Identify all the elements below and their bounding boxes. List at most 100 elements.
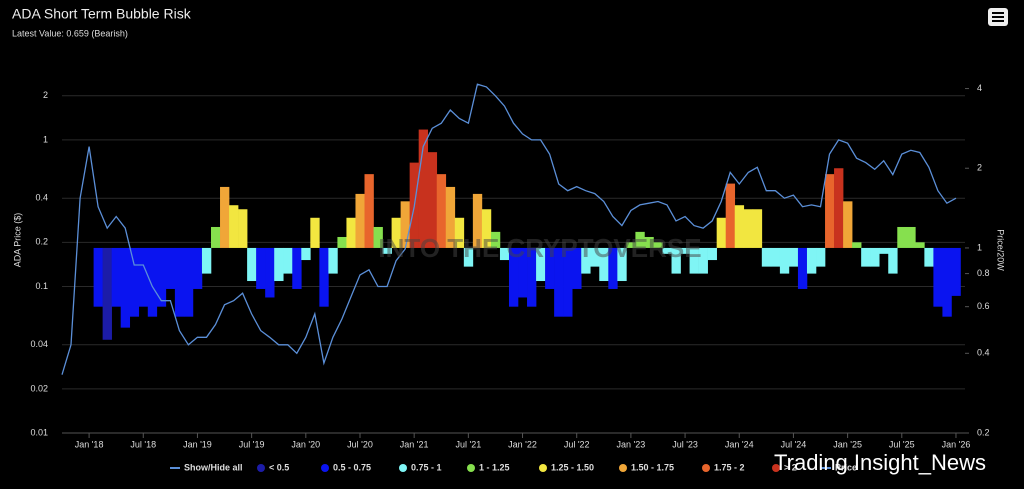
y2-tick-label: 0.8 xyxy=(977,268,990,278)
legend-item[interactable]: < 0.5 xyxy=(257,462,289,472)
bar xyxy=(545,247,555,289)
y2-tick-label: 2 xyxy=(977,163,982,173)
legend-label[interactable]: 1.25 - 1.50 xyxy=(551,462,594,472)
bar xyxy=(301,247,311,261)
bar xyxy=(843,201,853,248)
x-tick-label: Jan '20 xyxy=(291,439,320,449)
bar xyxy=(391,217,401,248)
bar xyxy=(292,247,302,289)
bar xyxy=(725,183,736,248)
price-line xyxy=(61,83,957,375)
x-tick-label: Jul '19 xyxy=(239,439,265,449)
legend-item[interactable]: 1.75 - 2 xyxy=(702,462,745,472)
y2-tick-label: 1 xyxy=(977,242,982,252)
bar xyxy=(834,168,844,248)
legend-swatch xyxy=(702,464,710,472)
bar xyxy=(481,209,492,248)
legend-label[interactable]: Price xyxy=(835,462,857,472)
bar xyxy=(680,247,690,254)
chart-subtitle: Latest Value: 0.659 (Bearish) xyxy=(12,28,128,38)
legend-item[interactable]: Show/Hide all xyxy=(170,462,243,472)
bar xyxy=(888,247,898,274)
bar xyxy=(653,242,663,248)
legend-item[interactable]: Price xyxy=(821,462,857,472)
bar xyxy=(635,231,645,248)
bar xyxy=(879,247,889,254)
legend-label[interactable]: 1.75 - 2 xyxy=(714,462,745,472)
bar xyxy=(400,201,410,248)
bar xyxy=(229,205,239,248)
bar xyxy=(797,247,808,289)
bar xyxy=(138,247,149,307)
legend-item[interactable]: 1.25 - 1.50 xyxy=(539,462,594,472)
bar xyxy=(743,209,754,248)
legend-item[interactable]: > 2 xyxy=(772,462,797,472)
bar xyxy=(210,226,221,248)
bar xyxy=(129,247,140,317)
bar xyxy=(942,247,952,317)
y2-tick-label: 0.4 xyxy=(977,348,990,358)
x-tick-label: Jan '21 xyxy=(400,439,429,449)
bar xyxy=(220,186,230,248)
legend-item[interactable]: 1 - 1.25 xyxy=(467,462,510,472)
bar xyxy=(319,247,329,307)
legend-label[interactable]: 0.75 - 1 xyxy=(411,462,442,472)
x-tick-label: Jan '18 xyxy=(75,439,104,449)
bar xyxy=(590,247,600,267)
bar xyxy=(454,217,465,248)
bar xyxy=(581,247,591,274)
bar xyxy=(183,247,194,317)
bar xyxy=(770,247,781,267)
bar xyxy=(617,247,627,282)
legend-label[interactable]: Show/Hide all xyxy=(184,462,243,472)
bar xyxy=(364,174,374,248)
legend-item[interactable]: 0.75 - 1 xyxy=(399,462,442,472)
bar xyxy=(662,247,672,254)
bar xyxy=(897,226,907,248)
bar xyxy=(626,242,636,248)
x-tick-label: Jul '24 xyxy=(781,439,807,449)
legend-label[interactable]: 1 - 1.25 xyxy=(479,462,510,472)
bar xyxy=(490,231,501,248)
bar xyxy=(933,247,943,307)
legend-label[interactable]: > 2 xyxy=(784,462,797,472)
y-tick-label: 0.4 xyxy=(35,193,48,203)
bar xyxy=(463,247,474,267)
y-tick-label: 0.2 xyxy=(35,237,48,247)
bar xyxy=(328,247,338,274)
bar xyxy=(806,247,817,274)
bar xyxy=(563,247,573,317)
bar xyxy=(825,174,835,248)
bar xyxy=(599,247,609,282)
bar xyxy=(716,217,727,248)
legend[interactable]: Show/Hide all < 0.5 0.5 - 0.75 0.75 - 1 1 - … xyxy=(170,462,857,472)
menu-button[interactable] xyxy=(988,8,1008,26)
x-tick-label: Jan '22 xyxy=(508,439,537,449)
y-axis-label: ADA Price ($) xyxy=(12,213,22,268)
y2-tick-label: 0.6 xyxy=(977,301,990,311)
bar xyxy=(671,247,681,274)
legend-label[interactable]: < 0.5 xyxy=(269,462,289,472)
legend-swatch xyxy=(467,464,475,472)
y2-axis-label: Price/20W xyxy=(996,229,1006,271)
bar xyxy=(924,247,934,267)
x-tick-label: Jan '24 xyxy=(725,439,754,449)
bar xyxy=(689,247,699,274)
bar xyxy=(870,247,880,267)
bar xyxy=(310,217,320,248)
y-tick-label: 2 xyxy=(43,90,48,100)
legend-item[interactable]: 0.5 - 0.75 xyxy=(321,462,371,472)
legend-label[interactable]: 1.50 - 1.75 xyxy=(631,462,674,472)
bar xyxy=(102,247,112,340)
bar xyxy=(436,174,447,248)
legend-label[interactable]: 0.5 - 0.75 xyxy=(333,462,371,472)
bar xyxy=(951,247,961,296)
bar xyxy=(247,247,257,282)
bar xyxy=(201,247,212,274)
legend-swatch xyxy=(399,464,407,472)
menu-line xyxy=(992,16,1004,18)
legend-swatch xyxy=(619,464,627,472)
legend-item[interactable]: 1.50 - 1.75 xyxy=(619,462,674,472)
